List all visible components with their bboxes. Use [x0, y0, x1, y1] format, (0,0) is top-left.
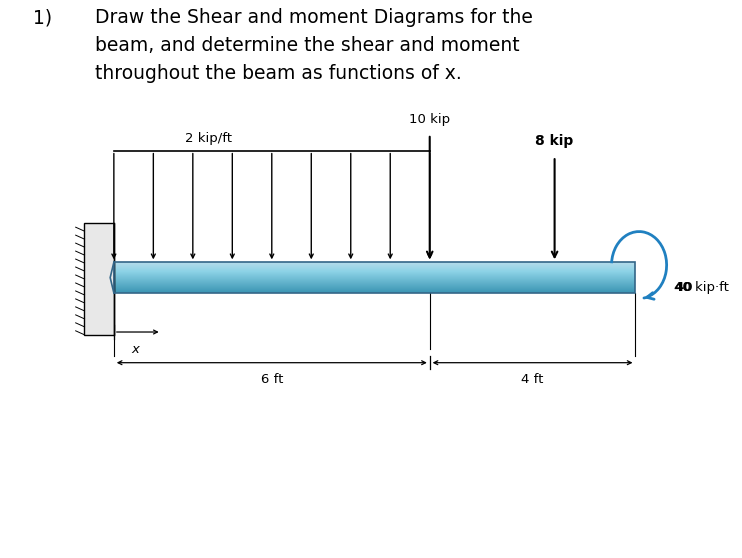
- Bar: [114, 274, 635, 276]
- Bar: [114, 282, 635, 283]
- Bar: [114, 288, 635, 290]
- Bar: [114, 290, 635, 292]
- Bar: [114, 287, 635, 289]
- Text: 40: 40: [674, 281, 692, 294]
- Bar: [114, 262, 635, 263]
- Text: 2 kip/ft: 2 kip/ft: [185, 132, 232, 145]
- Bar: [114, 267, 635, 268]
- Bar: [114, 266, 635, 267]
- Bar: [114, 277, 635, 278]
- Bar: [114, 263, 635, 264]
- Text: 10 kip: 10 kip: [409, 113, 450, 126]
- Bar: [114, 291, 635, 293]
- Bar: [114, 279, 635, 281]
- Bar: [114, 271, 635, 272]
- Bar: [114, 289, 635, 291]
- Bar: [114, 268, 635, 270]
- Text: 40 kip·ft: 40 kip·ft: [674, 281, 729, 294]
- Bar: [114, 281, 635, 283]
- Bar: [114, 265, 635, 266]
- Text: x: x: [131, 343, 139, 356]
- Bar: [114, 285, 635, 287]
- Bar: [114, 276, 635, 278]
- Text: beam, and determine the shear and moment: beam, and determine the shear and moment: [96, 36, 520, 55]
- Bar: [114, 262, 635, 293]
- Bar: [114, 270, 635, 272]
- Text: 8 kip: 8 kip: [536, 134, 574, 148]
- Text: throughout the beam as functions of x.: throughout the beam as functions of x.: [96, 64, 462, 83]
- Bar: [85, 223, 114, 335]
- Bar: [114, 280, 635, 282]
- Bar: [114, 284, 635, 286]
- Text: 1): 1): [33, 8, 52, 27]
- Bar: [114, 275, 635, 277]
- Text: 4 ft: 4 ft: [522, 373, 544, 386]
- Bar: [114, 278, 635, 280]
- Bar: [114, 286, 635, 288]
- Bar: [114, 273, 635, 275]
- Bar: [114, 283, 635, 285]
- Bar: [114, 269, 635, 271]
- Bar: [114, 264, 635, 266]
- Text: Draw the Shear and moment Diagrams for the: Draw the Shear and moment Diagrams for t…: [96, 8, 533, 27]
- Bar: [114, 272, 635, 273]
- Text: 6 ft: 6 ft: [260, 373, 283, 386]
